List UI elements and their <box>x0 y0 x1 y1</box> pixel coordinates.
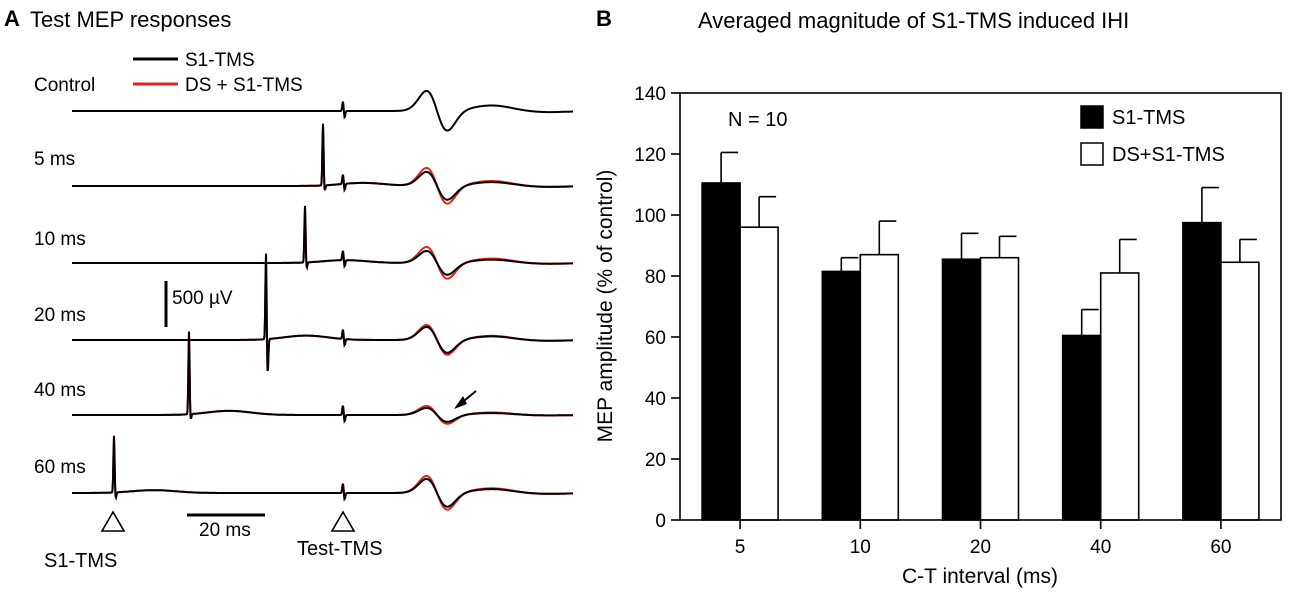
trace-s1-tms <box>72 90 573 132</box>
panel-a-legend: S1-TMS DS + S1-TMS <box>133 50 303 96</box>
bar-series <box>701 151 1260 521</box>
panel-a-title: Test MEP responses <box>30 7 231 32</box>
y-tick-label: 80 <box>645 267 666 288</box>
panel-b: B Averaged magnitude of S1-TMS induced I… <box>594 6 1282 588</box>
x-tick-label: 5 <box>735 537 746 558</box>
y-axis: 0 20 40 60 80 100 120 140 <box>634 84 680 532</box>
time-scale-label: 20 ms <box>199 520 251 541</box>
trace-ds-s1-tms <box>72 331 573 425</box>
bar <box>1220 261 1260 521</box>
trace-s1-tms <box>72 331 573 424</box>
x-tick-label: 10 <box>850 537 871 558</box>
plot-frame <box>679 92 1282 521</box>
legend-label-s1: S1-TMS <box>185 50 255 71</box>
row-label-10ms: 10 ms <box>34 229 86 250</box>
legend-label-s1-tms: S1-TMS <box>1112 107 1185 129</box>
trace-s1-tms <box>72 205 573 276</box>
row-label-60ms: 60 ms <box>34 457 86 478</box>
bar <box>1099 272 1140 521</box>
trace-s1-tms <box>72 253 574 372</box>
trace-ds-s1-tms <box>72 253 573 372</box>
bar <box>1182 221 1222 521</box>
y-tick-label: 20 <box>645 450 666 471</box>
panel-b-letter: B <box>596 6 612 31</box>
bar <box>1061 334 1102 521</box>
s1-tms-marker-icon <box>100 510 126 532</box>
legend-swatch-ds-s1-tms <box>1080 142 1104 166</box>
legend-label-ds-s1-tms: DS+S1-TMS <box>1112 144 1225 166</box>
panel-a-letter: A <box>4 6 20 31</box>
y-tick-label: 40 <box>645 389 666 410</box>
y-tick-label: 0 <box>655 511 666 532</box>
test-tms-marker-icon <box>330 510 356 532</box>
legend-label-ds: DS + S1-TMS <box>185 75 303 96</box>
bar <box>941 258 982 521</box>
bar <box>701 182 741 521</box>
bar <box>739 226 779 521</box>
voltage-scale-label: 500 µV <box>172 288 233 309</box>
mep-traces <box>72 90 574 511</box>
y-axis-title: MEP amplitude (% of control) <box>594 170 617 443</box>
panel-a: A Test MEP responses S1-TMS DS + S1-TMS … <box>4 6 574 572</box>
row-label-control: Control <box>34 75 95 96</box>
chart-legend: S1-TMS DS+S1-TMS <box>1080 105 1225 166</box>
x-tick-label: 60 <box>1210 537 1231 558</box>
y-tick-label: 100 <box>634 206 666 227</box>
bar <box>979 256 1020 521</box>
test-tms-marker-label: Test-TMS <box>297 538 383 560</box>
trace-s1-tms <box>72 123 573 201</box>
trace-s1-tms <box>72 435 573 508</box>
chart-title: Averaged magnitude of S1-TMS induced IHI <box>698 8 1129 33</box>
row-label-40ms: 40 ms <box>34 380 86 401</box>
arrow-icon <box>454 390 477 409</box>
x-axis: 5 10 20 40 60 <box>735 520 1231 558</box>
x-tick-label: 20 <box>970 537 991 558</box>
s1-tms-marker-label: S1-TMS <box>44 550 117 572</box>
y-tick-label: 120 <box>634 145 666 166</box>
row-label-20ms: 20 ms <box>34 305 86 326</box>
trace-ds-s1-tms <box>72 205 573 280</box>
bar <box>821 270 862 521</box>
y-tick-label: 60 <box>645 328 666 349</box>
row-label-5ms: 5 ms <box>34 149 75 170</box>
n-annotation: N = 10 <box>728 109 787 131</box>
y-tick-label: 140 <box>634 84 666 105</box>
trace-ds-s1-tms <box>72 435 573 511</box>
legend-swatch-s1-tms <box>1080 105 1104 129</box>
x-tick-label: 40 <box>1090 537 1111 558</box>
x-axis-title: C-T interval (ms) <box>902 565 1058 588</box>
bar <box>859 253 900 521</box>
